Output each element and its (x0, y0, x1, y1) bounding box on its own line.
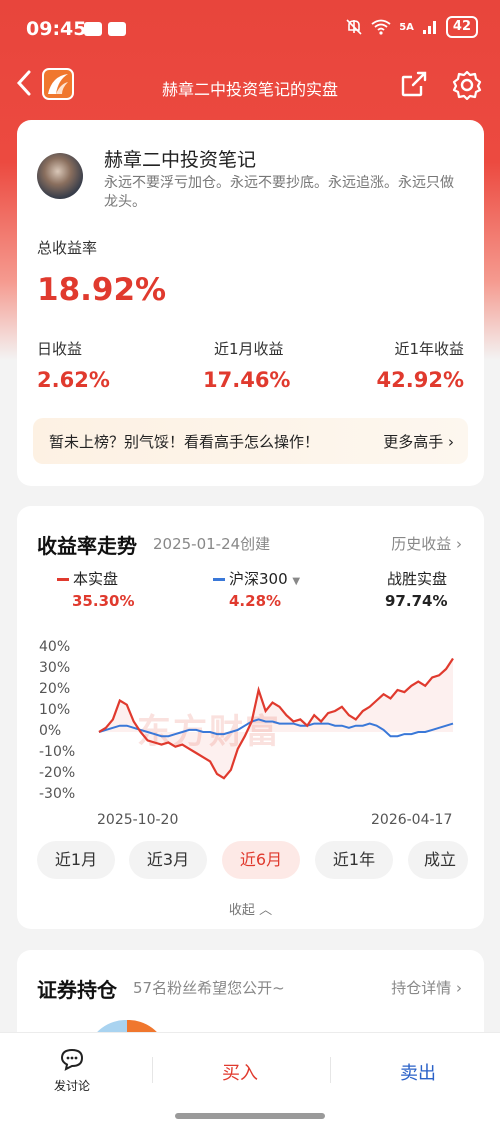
legend-portfolio: 本实盘 (57, 568, 118, 589)
tab-3month[interactable]: 近3月 (129, 841, 207, 879)
trend-chart[interactable] (17, 506, 484, 806)
battery-indicator: 42 (445, 16, 478, 38)
status-time: 09:45 (26, 18, 87, 40)
year-return-label: 近1年收益 (394, 340, 464, 358)
user-name[interactable]: 赫章二中投资笔记 (104, 149, 257, 171)
bottom-action-bar: 发讨论 买入 卖出 (0, 1032, 500, 1129)
year-return-value: 42.92% (376, 368, 464, 392)
beat-label: 战胜实盘 (387, 570, 448, 588)
page-title: 赫章二中投资笔记的实盘 (161, 80, 338, 99)
comment-icon (60, 1048, 84, 1071)
user-motto: 永远不要浮亏加仓。永远不要抄底。永远追涨。永远只做龙头。 (104, 175, 454, 210)
portfolio-series-line (98, 657, 454, 780)
x-tick-start: 2025-10-20 (97, 812, 179, 828)
y-tick-label: -20% (39, 765, 76, 781)
app-logo (42, 68, 74, 100)
trend-card: 收益率走势 2025-01-24创建 历史收益 › 本实盘 35.30% 沪深3… (17, 506, 484, 929)
tab-6month[interactable]: 近6月 (222, 841, 300, 879)
x-tick-end: 2026-04-17 (371, 812, 453, 828)
legend-line-icon (57, 578, 69, 581)
dropdown-icon: ▼ (292, 576, 301, 587)
status-bar: 09:45 5A 42 (0, 0, 500, 56)
ranking-banner[interactable]: 暂未上榜？别气馁！看看高手怎么操作！ 更多高手 › (33, 418, 468, 464)
nav-bar: 赫章二中投资笔记的实盘 (0, 56, 500, 114)
month-return-value: 17.46% (203, 368, 291, 392)
benchmark-series-line (98, 718, 454, 738)
home-indicator[interactable] (175, 1113, 325, 1119)
chevron-up-icon: ︿ (259, 903, 273, 918)
more-experts-link[interactable]: 更多高手 › (383, 431, 454, 452)
y-tick-label: 40% (39, 639, 71, 655)
divider (152, 1057, 153, 1083)
legend-benchmark[interactable]: 沪深300 ▼ (213, 568, 300, 589)
day-return-label: 日收益 (37, 340, 83, 358)
chevron-right-icon: › (456, 979, 462, 997)
total-return-label: 总收益率 (37, 239, 98, 257)
divider (330, 1057, 331, 1083)
avatar[interactable] (37, 153, 83, 199)
back-icon[interactable] (14, 68, 34, 98)
collapse-toggle[interactable]: 收起 ︿ (17, 899, 484, 918)
buy-button[interactable]: 买入 (222, 1063, 258, 1084)
collapse-label: 收起 (228, 903, 255, 918)
mute-icon (346, 19, 362, 35)
portfolio-area (99, 658, 453, 779)
discuss-button[interactable]: 发讨论 (40, 1047, 104, 1094)
profile-card: 赫章二中投资笔记 永远不要浮亏加仓。永远不要抄底。永远追涨。永远只做龙头。 总收… (17, 120, 484, 486)
trend-created: 2025-01-24创建 (153, 535, 271, 553)
total-return-value: 18.92% (37, 272, 167, 308)
y-tick-label: 20% (39, 681, 71, 697)
tab-1year[interactable]: 近1年 (315, 841, 393, 879)
discuss-label: 发讨论 (53, 1079, 90, 1093)
trend-title: 收益率走势 (37, 534, 137, 558)
app-notification-icon (84, 22, 102, 36)
chevron-right-icon: › (456, 535, 462, 553)
more-experts-label: 更多高手 (383, 433, 444, 451)
holdings-sub: 57名粉丝希望您公开~ (133, 979, 285, 997)
chevron-right-icon: › (448, 433, 454, 451)
share-icon[interactable] (400, 70, 428, 98)
app-notification-icon-2 (108, 22, 126, 36)
network-type: 5A (399, 21, 414, 33)
status-icons: 5A 42 (345, 16, 478, 38)
legend-line-icon (213, 578, 225, 581)
wifi-icon (371, 19, 391, 35)
legend-portfolio-name: 本实盘 (73, 570, 119, 588)
banner-text: 暂未上榜？别气馁！看看高手怎么操作！ (49, 433, 320, 451)
y-tick-label: -10% (39, 744, 76, 760)
y-tick-label: 30% (39, 660, 71, 676)
day-return-value: 2.62% (37, 368, 110, 392)
holdings-detail-link[interactable]: 持仓详情 › (391, 977, 462, 998)
legend-benchmark-value: 4.28% (229, 592, 282, 610)
y-tick-label: 10% (39, 702, 71, 718)
holdings-detail-label: 持仓详情 (391, 979, 452, 997)
tab-1month[interactable]: 近1月 (37, 841, 115, 879)
gear-icon[interactable] (452, 70, 482, 100)
history-label: 历史收益 (391, 535, 452, 553)
legend-portfolio-value: 35.30% (72, 592, 135, 610)
legend-benchmark-name: 沪深300 (229, 570, 288, 588)
signal-icon (422, 21, 436, 34)
month-return-label: 近1月收益 (214, 340, 284, 358)
tab-since-inception[interactable]: 成立 (408, 841, 468, 879)
holdings-title: 证券持仓 (37, 978, 117, 1002)
sell-button[interactable]: 卖出 (400, 1063, 436, 1084)
beat-value: 97.74% (385, 592, 448, 610)
y-tick-label: -30% (39, 786, 76, 802)
history-link[interactable]: 历史收益 › (391, 533, 462, 554)
y-tick-label: 0% (39, 723, 62, 739)
